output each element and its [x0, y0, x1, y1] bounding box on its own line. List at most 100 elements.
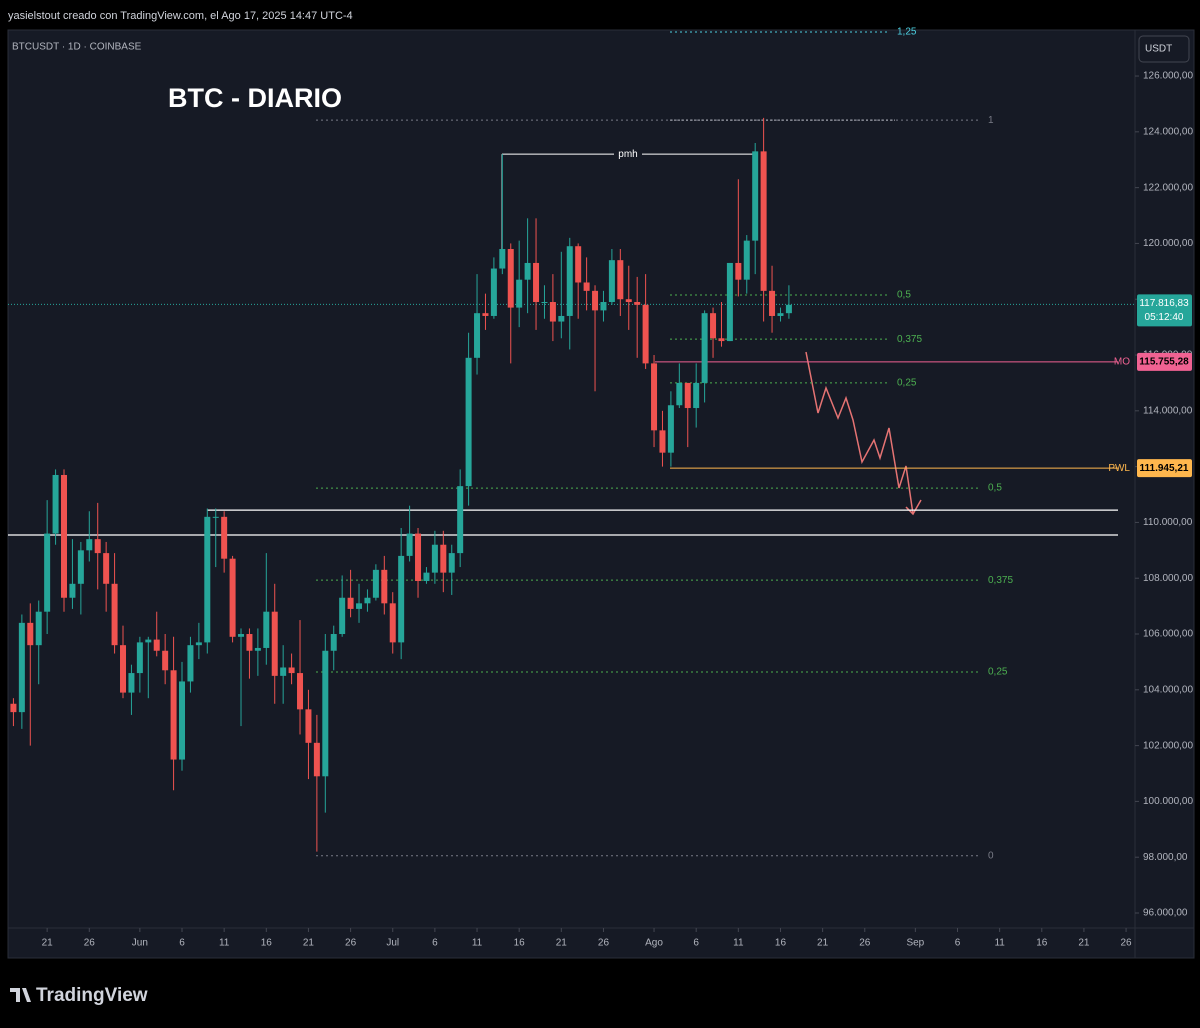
candle-body: [136, 642, 143, 674]
candle-body: [431, 544, 438, 573]
x-tick-label: 21: [556, 938, 568, 949]
x-tick-label: 26: [345, 938, 357, 949]
candle-body: [313, 742, 320, 777]
candle-body: [566, 246, 573, 316]
candle-body: [52, 474, 59, 534]
candle-body: [608, 260, 615, 303]
y-tick-label: 108.000,00: [1143, 573, 1193, 584]
candle-body: [752, 151, 759, 241]
x-tick-label: 26: [598, 938, 610, 949]
candle-body: [339, 597, 346, 635]
candle-body: [785, 304, 792, 314]
x-tick-label: 11: [219, 938, 230, 949]
header: yasielstout creado con TradingView.com, …: [8, 10, 353, 22]
fib-label: 0,25: [897, 378, 917, 389]
candle-body: [617, 260, 624, 300]
x-tick-label: 6: [955, 938, 961, 949]
candle-body: [246, 634, 253, 651]
y-tick-label: 114.000,00: [1143, 405, 1193, 416]
x-tick-label: Ago: [645, 938, 663, 949]
candle-body: [195, 642, 202, 646]
candle-body: [541, 302, 548, 304]
x-tick-label: Jun: [132, 938, 148, 949]
price-tag-label: 111.945,21: [1140, 463, 1189, 474]
fib-label: 0,375: [897, 334, 922, 345]
candle-body: [651, 363, 658, 431]
candle-body: [777, 313, 784, 316]
candle-body: [187, 645, 194, 682]
candle-body: [457, 486, 464, 554]
candle-body: [549, 302, 556, 322]
candle-body: [10, 703, 17, 713]
candle-body: [77, 550, 84, 584]
y-tick-label: 122.000,00: [1143, 182, 1193, 193]
y-tick-label: 120.000,00: [1143, 238, 1193, 249]
fib-label: 1: [988, 115, 994, 126]
candle-body: [372, 569, 379, 598]
candle-body: [356, 603, 363, 609]
candle-body: [69, 583, 76, 598]
candle-body: [179, 681, 186, 760]
candle-body: [465, 357, 472, 487]
currency: USDT: [1145, 44, 1172, 55]
candle-body: [254, 647, 261, 651]
x-tick-label: 21: [42, 938, 54, 949]
candle-body: [482, 313, 489, 316]
x-tick-label: Sep: [906, 938, 924, 949]
y-tick-label: 124.000,00: [1143, 126, 1193, 137]
price-tag: [1137, 352, 1192, 371]
candle-body: [575, 246, 582, 283]
y-tick-label: 98.000,00: [1143, 852, 1188, 863]
candle-body: [212, 516, 219, 518]
candle-body: [625, 299, 632, 303]
fib-label: 1,25: [897, 27, 917, 38]
y-tick-label: 104.000,00: [1143, 684, 1193, 695]
x-tick-label: 26: [84, 938, 96, 949]
candle-body: [221, 516, 228, 559]
candle-body: [61, 474, 68, 598]
candle-body: [162, 650, 169, 671]
logo: TradingView: [10, 985, 148, 1006]
chart-pane: [7, 29, 1195, 959]
candle-body: [238, 634, 245, 637]
candle-body: [524, 262, 531, 280]
x-tick-label: 16: [261, 938, 273, 949]
x-tick-label: 6: [432, 938, 438, 949]
x-tick-label: 21: [817, 938, 829, 949]
projection: [805, 351, 922, 516]
candle-body: [474, 313, 481, 358]
tag-name: PWL: [1108, 463, 1130, 474]
candle-body: [558, 315, 565, 322]
fib-label: 0: [988, 850, 994, 861]
y-tick-label: 126.000,00: [1143, 71, 1193, 82]
fib-label: 0,25: [988, 667, 1008, 678]
candle-body: [634, 302, 641, 305]
price-tag-label: 117.816,83: [1139, 298, 1189, 309]
candle-body: [322, 650, 329, 777]
fib-label: 0,5: [897, 290, 911, 301]
candle-body: [94, 539, 101, 554]
candle-body: [676, 382, 683, 406]
candle-body: [271, 611, 278, 676]
candle-body: [35, 611, 42, 646]
candle-body: [145, 639, 152, 643]
x-tick-label: 16: [1036, 938, 1048, 949]
candle-body: [769, 290, 776, 316]
candle-body: [423, 572, 430, 582]
x-tick-label: 16: [775, 938, 787, 949]
candle-body: [305, 709, 312, 743]
logo-mark: [10, 988, 31, 1002]
candle-body: [592, 290, 599, 311]
candle-body: [111, 583, 118, 646]
candle-body: [415, 533, 422, 582]
x-tick-label: 26: [1121, 938, 1133, 949]
x-tick-label: 16: [514, 938, 526, 949]
currency-box[interactable]: [1138, 35, 1190, 63]
candle-body: [153, 639, 160, 651]
candle-body: [364, 597, 371, 604]
candle-body: [381, 569, 388, 604]
fib-label: 0,375: [988, 575, 1013, 586]
candle-body: [642, 304, 649, 364]
candle-body: [710, 313, 717, 339]
